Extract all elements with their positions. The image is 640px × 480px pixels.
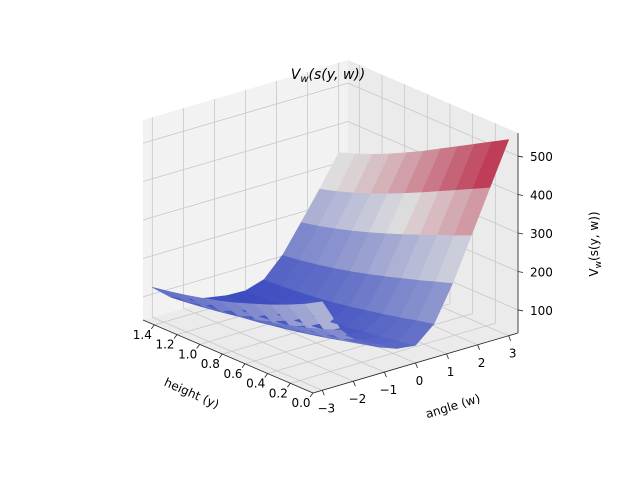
z-tick-label: 400 [530,189,553,203]
z-tick-mark [517,232,524,235]
y-tick-mark [477,344,480,350]
z-tick-label: 500 [530,150,553,164]
x-tick-label: 0.6 [223,367,242,381]
x-tick-label: 0.8 [201,357,220,371]
y-tick-mark [446,353,449,360]
z-axis-label: Vw(s(y, w)) [587,211,604,276]
z-tick-mark [517,155,524,158]
y-tick-mark [321,390,325,396]
y-tick-mark [415,362,418,369]
wall-gridline-z [142,159,349,221]
wall-gridline-z [142,121,349,182]
floor-gridline-y [152,316,323,391]
x-tick-label: 0.2 [269,386,288,400]
x-tick-mark [264,373,268,378]
surface-mesh [152,139,510,349]
y-tick-mark [353,381,356,387]
x-tick-mark [309,392,314,398]
z-tick-mark [517,271,524,273]
y-tick-label: 1 [447,365,455,379]
x-tick-label: 0.0 [291,396,310,410]
y-tick-mark [384,371,387,378]
x-tick-mark [151,324,155,330]
x-tick-mark [196,344,200,349]
floor-gridline-y [183,307,354,382]
z-tick-mark [517,309,524,312]
x-tick-mark [173,334,178,339]
x-tick-label: 1.4 [133,328,152,342]
chart-title: Vw(s(y, w)) [291,67,365,85]
y-tick-label: −1 [380,383,398,397]
wall-gridline-z [142,82,349,144]
y-tick-label: −3 [317,401,335,415]
surface-patch [472,139,510,189]
y-tick-mark [508,335,512,341]
x-tick-label: 0.4 [246,377,265,391]
y-axis-label: angle (w) [424,391,482,421]
x-tick-mark [241,363,246,369]
tick-labels: 0.00.2 0.4 0.60.8 1.0 1.21.4 −3 −2 −1 0 1 2 3 100 200… [133,150,553,415]
y-tick-label: 0 [416,374,424,388]
z-tick-label: 300 [530,227,553,241]
z-tick-label: 100 [530,304,553,318]
x-axis-line [142,319,314,394]
x-tick-mark [219,353,223,359]
z-tick-mark [517,194,524,196]
y-tick-label: 3 [509,347,517,361]
y-tick-label: −2 [349,392,367,406]
y-tick-label: 2 [478,356,486,370]
z-tick-label: 200 [530,266,553,280]
x-tick-label: 1.0 [178,347,197,361]
x-tick-label: 1.2 [155,338,174,352]
x-axis-label: height (y) [162,375,221,412]
x-tick-mark [287,383,291,388]
